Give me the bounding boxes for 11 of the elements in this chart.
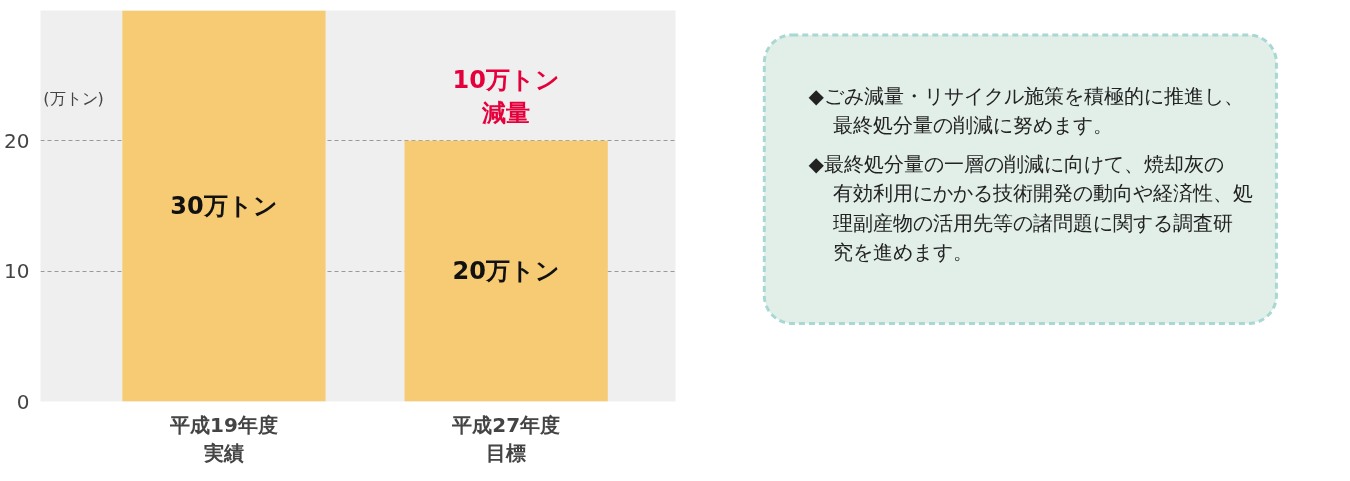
y-tick-label: 20 (4, 128, 30, 153)
annotation: 10万トン減量 (452, 65, 560, 128)
y-axis-title: (万トン) (43, 89, 104, 109)
y-tick-label: 10 (4, 259, 30, 284)
y-tick-label: 0 (16, 389, 30, 414)
data-label: 30万トン (170, 192, 278, 220)
text: ◆最終処分量の一層の削減に向けて、焼却灰の有効利用にかかる技術開発の動向や経済性、処理副産物の活用先等の諸問題に関する調査研究を進めます。 (808, 152, 1254, 264)
x-tick-label: 平成19年度実績 (169, 412, 278, 466)
data-label: 20万トン (452, 257, 560, 286)
x-tick-label: 平成27年度目標 (451, 412, 561, 466)
text: ◆ごみ減量・リサイクル施策を積極的に推進し、最終処分量の削減に努めます。 (808, 83, 1244, 138)
